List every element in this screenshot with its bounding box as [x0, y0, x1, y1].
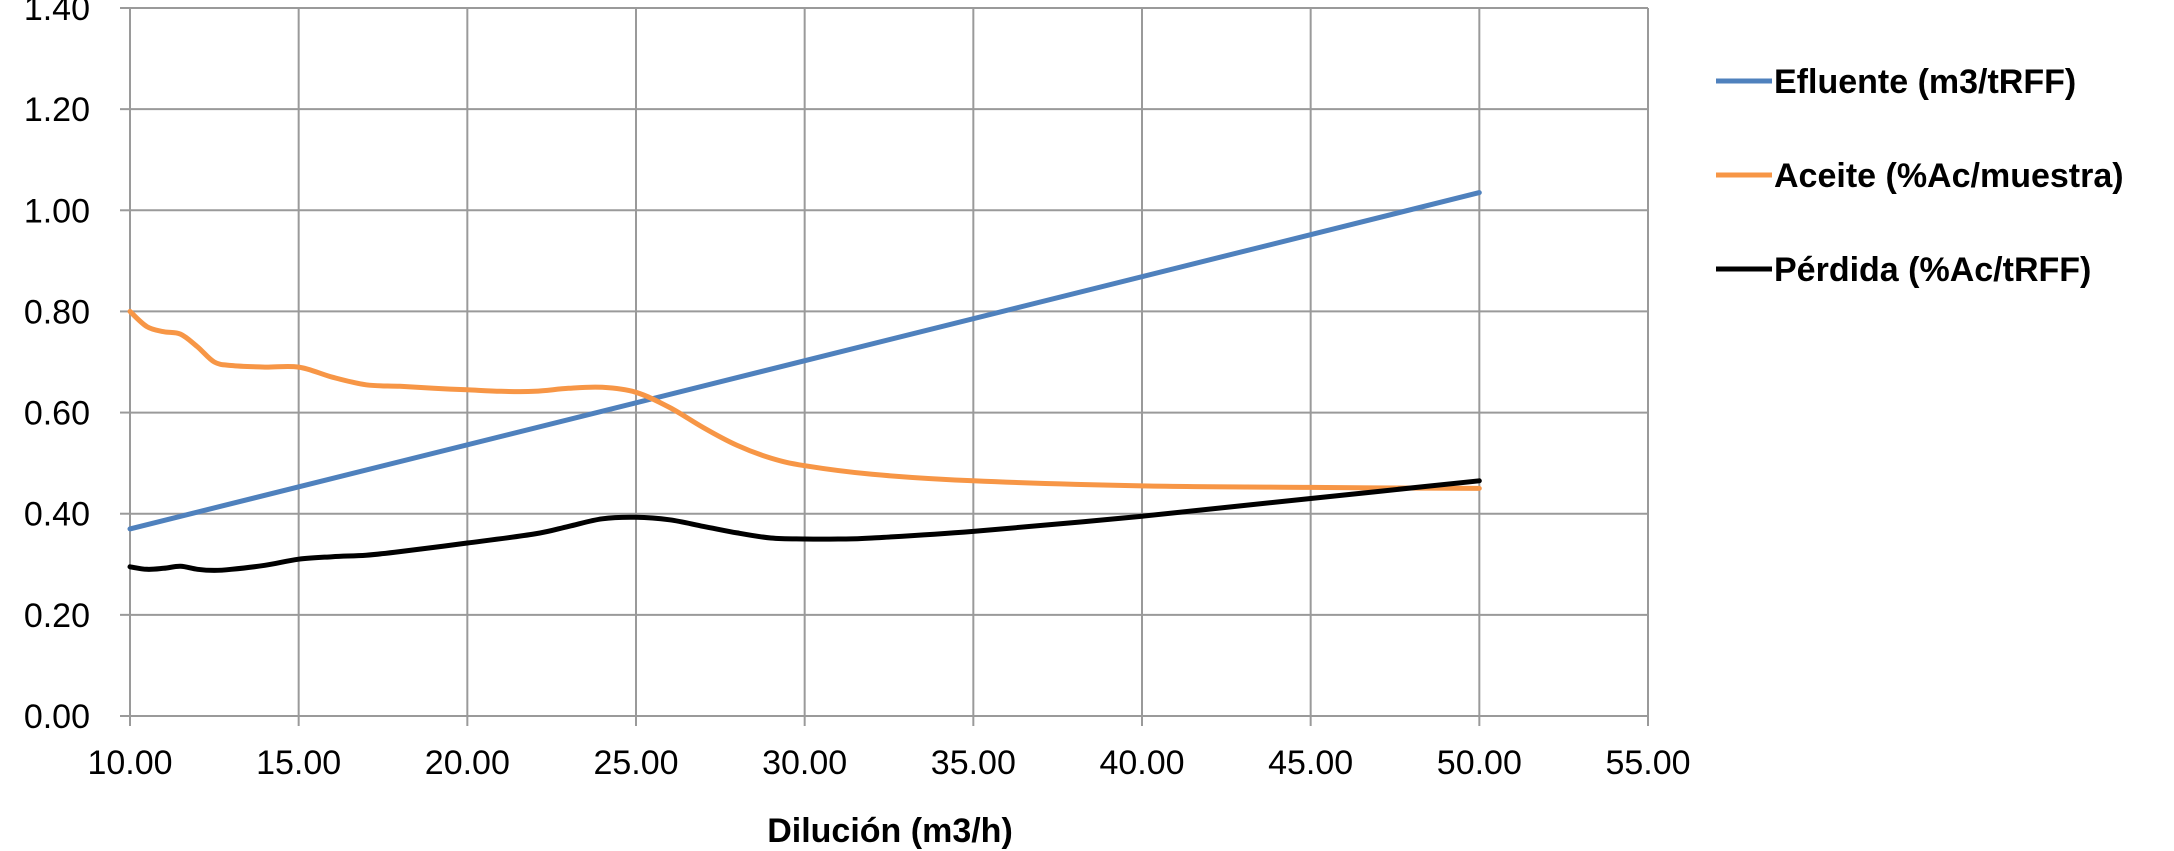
x-tick-label: 30.00 — [762, 744, 847, 782]
x-tick-label: 20.00 — [425, 744, 510, 782]
x-tick-label: 35.00 — [931, 744, 1016, 782]
x-tick-label: 25.00 — [593, 744, 678, 782]
y-tick-label: 1.20 — [24, 91, 90, 129]
y-tick-label: 0.60 — [24, 395, 90, 433]
x-tick-label: 45.00 — [1268, 744, 1353, 782]
x-tick-label: 50.00 — [1437, 744, 1522, 782]
series-line-efluente — [127, 190, 1482, 532]
legend-label: Pérdida (%Ac/tRFF) — [1774, 251, 2091, 289]
legend-item-aceite: Aceite (%Ac/muestra) — [1716, 157, 2124, 195]
axes — [120, 7, 1649, 726]
y-tick-label: 1.40 — [24, 0, 90, 28]
x-axis-title: Dilución (m3/h) — [767, 812, 1013, 850]
x-tick-label: 15.00 — [256, 744, 341, 782]
legend-item-efluente: Efluente (m3/tRFF) — [1716, 63, 2076, 101]
y-tick-label: 0.80 — [24, 293, 90, 331]
grid-lines — [129, 7, 1649, 717]
series-line-perdida — [127, 478, 1482, 573]
series-lines — [127, 190, 1482, 573]
y-tick-label: 0.00 — [24, 698, 90, 736]
series-line-aceite — [127, 308, 1482, 491]
legend-item-perdida: Pérdida (%Ac/tRFF) — [1716, 251, 2091, 289]
y-tick-label: 0.40 — [24, 496, 90, 534]
legend: Efluente (m3/tRFF) Aceite (%Ac/muestra) Pé… — [1716, 63, 2124, 289]
x-tick-label: 40.00 — [1099, 744, 1184, 782]
y-tick-label: 0.20 — [24, 597, 90, 635]
legend-label: Efluente (m3/tRFF) — [1774, 63, 2076, 101]
y-tick-label: 1.00 — [24, 192, 90, 230]
tick-labels: 10.00 15.00 20.00 25.00 30.00 35.00 40.00 45.00… — [24, 0, 1691, 782]
x-tick-label: 55.00 — [1605, 744, 1690, 782]
x-tick-label: 10.00 — [87, 744, 172, 782]
legend-label: Aceite (%Ac/muestra) — [1774, 157, 2124, 195]
